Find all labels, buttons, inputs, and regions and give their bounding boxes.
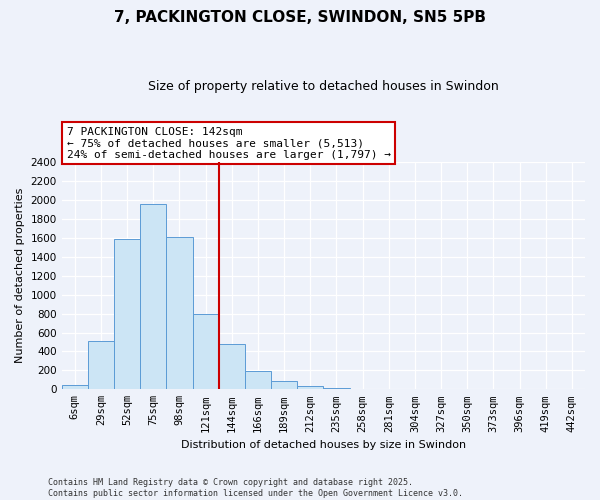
Bar <box>193 314 218 390</box>
Bar <box>88 341 114 390</box>
Text: 7 PACKINGTON CLOSE: 142sqm
← 75% of detached houses are smaller (5,513)
24% of s: 7 PACKINGTON CLOSE: 142sqm ← 75% of deta… <box>67 127 391 160</box>
Text: Contains HM Land Registry data © Crown copyright and database right 2025.
Contai: Contains HM Land Registry data © Crown c… <box>48 478 463 498</box>
Title: Size of property relative to detached houses in Swindon: Size of property relative to detached ho… <box>148 80 499 93</box>
Bar <box>271 381 297 390</box>
Bar <box>62 384 88 390</box>
Bar <box>166 237 193 390</box>
Bar <box>297 386 323 390</box>
Bar <box>218 344 245 390</box>
Bar <box>245 372 271 390</box>
Text: 7, PACKINGTON CLOSE, SWINDON, SN5 5PB: 7, PACKINGTON CLOSE, SWINDON, SN5 5PB <box>114 10 486 25</box>
X-axis label: Distribution of detached houses by size in Swindon: Distribution of detached houses by size … <box>181 440 466 450</box>
Bar <box>140 204 166 390</box>
Bar <box>323 388 350 390</box>
Y-axis label: Number of detached properties: Number of detached properties <box>15 188 25 364</box>
Bar <box>114 239 140 390</box>
